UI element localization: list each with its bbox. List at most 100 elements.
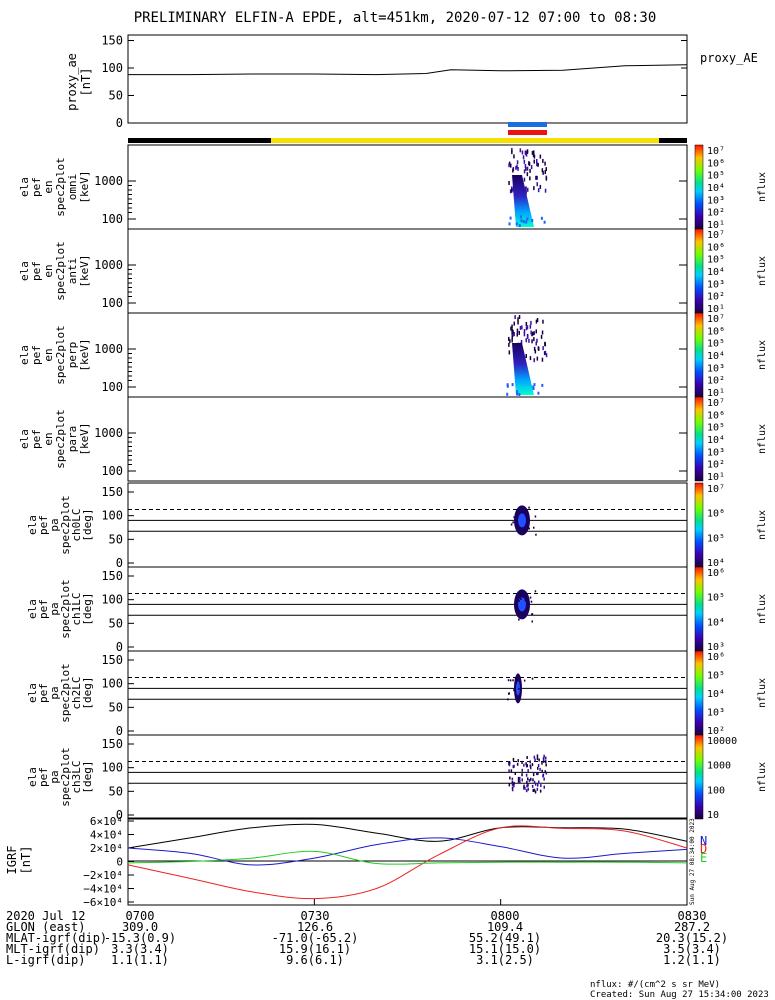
pa-data-pixel: [538, 758, 540, 762]
pa-data-pixel: [515, 681, 517, 684]
pa-data-pixel: [512, 679, 514, 682]
orbit-cell: 126.6: [297, 920, 333, 934]
spec-data-pixel: [535, 175, 537, 180]
spec-anti-cbar-tick: 10³: [707, 279, 725, 290]
pa-data-pixel: [529, 760, 531, 764]
pa-data-pixel: [537, 772, 539, 776]
spec-data-pixel: [541, 330, 544, 335]
spec-data-pixel: [543, 351, 546, 356]
pa-ytick-label: 100: [101, 761, 123, 775]
igrf-side-stamp: Sun Aug 27 08:34:00 2023: [689, 818, 696, 905]
pa-data-pixel: [542, 774, 544, 778]
spec-data-pixel: [533, 159, 535, 164]
pa-data-pixel: [523, 784, 525, 788]
ae-yticks: 150 100 50 0: [101, 34, 687, 130]
spec-ylabel: spec2plot: [54, 409, 67, 469]
pa-ch1-cbar-tick: 10⁶: [707, 568, 725, 579]
pa-data-pixel: [523, 679, 526, 682]
spec-data-pixel: [537, 188, 540, 193]
zone-bar-night-left: [128, 138, 271, 143]
pa-data-pixel: [537, 764, 540, 767]
spec-data-pixel: [540, 216, 543, 220]
spec-data-pixel: [541, 168, 544, 173]
pa-data-pixel: [514, 772, 516, 775]
igrf-ylabel-1: IGRF: [5, 846, 19, 875]
pa-data-pixel: [510, 769, 513, 773]
pa-ylabel: ela: [26, 767, 39, 787]
spec-data-pixel: [541, 383, 544, 387]
pa-data-pixel: [508, 763, 511, 767]
pa-data-pixel: [527, 787, 529, 791]
pa-ylabel: pa: [48, 770, 61, 783]
spec-data-pixel: [531, 219, 534, 222]
spec-ylabel: spec2plot: [54, 325, 67, 385]
spec-data-pixel: [511, 335, 513, 340]
spec-omni-cbar-tick: 10⁷: [707, 146, 725, 157]
pa-ch0-cbar-tick: 10⁴: [707, 558, 725, 569]
spec-data-pixel: [518, 224, 521, 228]
pa-data-pixel: [518, 687, 520, 690]
spec-data-pixel: [506, 392, 509, 396]
spec-data-pixel: [529, 176, 531, 181]
spec-data-pixel: [543, 220, 546, 224]
spec-ytick-label: 1000: [94, 258, 123, 272]
spec-perp-cbar-tick: 10⁷: [707, 314, 725, 325]
pa-data-pixel: [527, 608, 530, 611]
spec-ylabel: en: [42, 264, 55, 277]
pa-data-pixel: [531, 677, 534, 680]
pa-data-pixel: [543, 759, 545, 763]
spec-data-pixel: [542, 346, 544, 351]
pa-data-pixel: [525, 789, 528, 793]
pa-data-pixel: [526, 784, 528, 788]
spec-data-pixel: [519, 148, 522, 153]
pa-ch0-cbar-tick: 10⁷: [707, 484, 725, 495]
pa-data-pixel: [512, 757, 515, 761]
pa-ylabel: ch0LC: [70, 508, 83, 541]
spec-data-pixel: [534, 349, 537, 354]
pa-data-pixel: [534, 515, 537, 518]
pa-data-pixel: [511, 788, 514, 792]
ae-right-label: proxy_AE: [700, 51, 758, 65]
spec-perp-cbar-tick: 10⁵: [707, 339, 725, 350]
spec-para-cbar-tick: 10⁵: [707, 423, 725, 434]
pa-ylabel: pa: [48, 602, 61, 615]
pa-data-pixel: [519, 776, 521, 780]
pa-data-pixel: [543, 777, 545, 781]
spec-data-pixel: [506, 383, 509, 387]
orbit-row-label: 2020 Jul 12: [6, 909, 85, 923]
spec-frame: [127, 312, 688, 398]
pa-data-pixel: [523, 763, 525, 767]
spec-perp-cbar-tick: 10²: [707, 376, 725, 387]
energy-spectrogram-panels: ela pef en spec2plot omni [keV] 100010010⁷10⁶1…: [18, 144, 768, 483]
spec-data-pixel: [544, 170, 546, 175]
pa-ylabel: pef: [37, 683, 50, 703]
orbit-cell: 3.1(2.5): [476, 953, 534, 967]
spec-data-pixel: [525, 152, 528, 157]
spec-data-pixel: [536, 318, 539, 322]
spec-data-pixel: [536, 338, 538, 343]
pa-data-pixel: [523, 786, 525, 790]
orbit-cell: 0800: [491, 909, 520, 923]
spec-data-pixel: [533, 154, 536, 159]
spec-omni-cbar-label: nflux: [757, 172, 768, 202]
spec-data-pixel: [508, 342, 510, 347]
spec-data-pixel: [528, 161, 530, 166]
pa-data-pixel: [540, 784, 542, 788]
pa-data-pixel: [533, 788, 536, 792]
spec-ylabel: ela: [18, 261, 31, 281]
spec-data-blob: [512, 175, 534, 227]
spec-data-pixel: [539, 154, 542, 159]
zone-bar-day: [271, 138, 659, 143]
pa-data-pixel: [525, 773, 528, 777]
spec-data-pixel: [519, 325, 522, 330]
spec-data-pixel: [526, 334, 529, 339]
spec-data-pixel: [526, 149, 529, 154]
zone-bar-night-right: [659, 138, 687, 143]
spec-ytick-label: 1000: [94, 426, 123, 440]
spec-data-pixel: [520, 340, 523, 344]
pa-data-pixel: [538, 780, 540, 784]
spec-data-pixel: [518, 315, 521, 319]
pa-data-pixel: [537, 766, 539, 770]
spec-data-pixel: [531, 339, 533, 344]
